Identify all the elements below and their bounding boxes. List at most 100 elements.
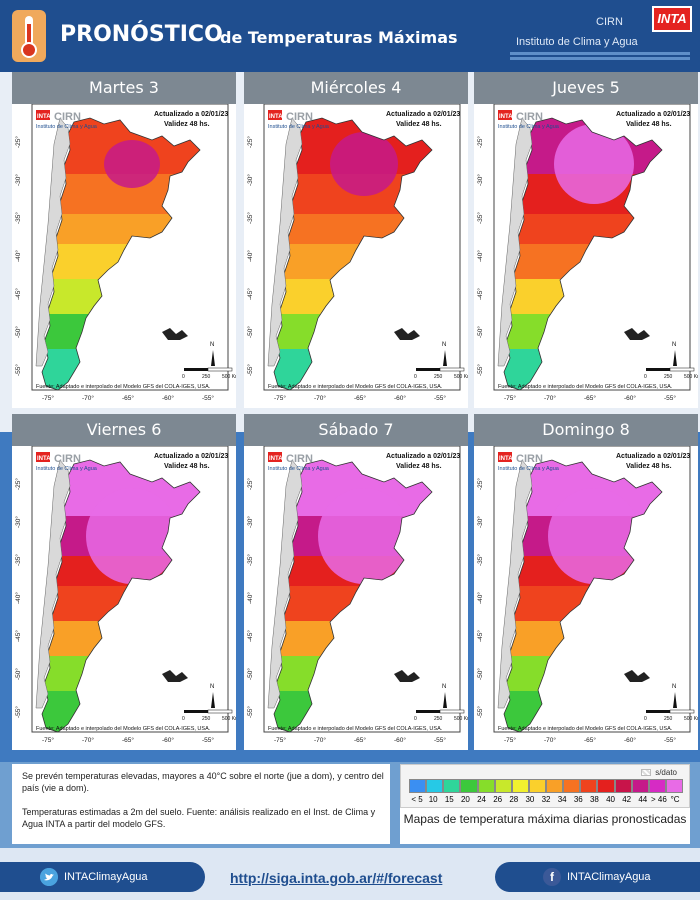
heat-core [548,488,640,584]
lat-tick-label: -50° [246,326,254,338]
lat-tick-label: -50° [14,326,22,338]
scale-label: 250 [664,374,673,380]
panel-day-title: Sábado 7 [244,414,468,446]
legend-tick-label: 36 [573,795,583,804]
map-validity-text: Validez 48 hs. [396,463,442,470]
country-outline [503,117,663,391]
twitter-link[interactable]: INTAClimayAgua [0,862,205,892]
color-swatches [409,779,683,793]
lat-tick-label: -45° [476,630,484,642]
scale-bar [184,710,208,713]
lat-tick-label: -30° [476,516,484,528]
map-inta-logo [498,452,512,462]
facebook-link[interactable]: f INTAClimayAgua [495,862,700,892]
islands [624,328,650,340]
scale-bar [184,368,208,371]
map-source-text: Fuente: Adaptado e interpolado del Model… [268,384,443,390]
legend: s/dato < 5 10 15 20 24 26 28 30 32 34 36 38 40 42 44 > … [400,764,690,844]
scale-bar [439,709,465,714]
panel-day-title: Domingo 8 [474,414,698,446]
panel-day-title: Jueves 5 [474,72,698,104]
map-cirn-text: CIRN [286,453,313,465]
lat-tick-label: -45° [14,288,22,300]
lat-tick-label: -35° [476,554,484,566]
scale-label: 500 Km [454,374,468,380]
legend-swatch [631,779,649,793]
legend-tick-label: 30 [525,795,535,804]
lat-tick-label: -50° [14,668,22,680]
lat-tick-label: -55° [14,364,22,376]
twitter-handle: INTAClimayAgua [64,871,148,883]
scale-label: 500 Km [684,716,698,722]
scale-bar [207,367,233,372]
map-validity-text: Validez 48 hs. [396,121,442,128]
scale-label: 0 [182,716,185,722]
map-institute-text: Instituto de Clima y Agua [498,124,560,130]
legend-swatch [580,779,598,793]
country-outline [41,459,201,733]
lat-tick-label: -35° [246,212,254,224]
cirn-label: CIRN [596,16,623,28]
map-cirn-text: CIRN [54,111,81,123]
title-sub: de Temperaturas Máximas [220,28,458,47]
map-updated-text: Actualizado a 02/01/23 [386,453,460,460]
legend-swatch [511,779,529,793]
lon-tick-label: -75° [42,394,54,402]
forecast-url-link[interactable]: http://siga.inta.gob.ar/#/forecast [230,870,443,886]
neighbor-country [497,117,533,367]
legend-tick-label: 40 [606,795,616,804]
map-inta-logo [268,452,282,462]
lat-tick-label: -25° [476,136,484,148]
scale-label: 250 [664,716,673,722]
map-cirn-text: CIRN [286,111,313,123]
scale-bar [669,709,695,714]
country-outline [503,459,663,733]
legend-tick-label: 42 [622,795,632,804]
scale-label: 500 Km [454,716,468,722]
lat-tick-label: -25° [14,478,22,490]
forecast-panel: Domingo 8 INTA CIRN Instituto de Clima y Ag… [474,414,698,750]
lon-tick-label: -60° [162,736,174,744]
temperature-map: INTA CIRN Instituto de Clima y Agua Actuali… [12,104,236,408]
scale-label: 250 [434,716,443,722]
country-outline [41,117,201,391]
neighbor-country [35,117,71,367]
scale-label: 500 Km [684,374,698,380]
legend-swatch [614,779,632,793]
lat-tick-label: -40° [476,592,484,604]
map-source-text: Fuente: Adaptado e interpolado del Model… [36,384,211,390]
description-text: Se prevén temperaturas elevadas, mayores… [22,771,384,793]
lon-tick-label: -70° [314,736,326,744]
lat-tick-label: -45° [246,288,254,300]
neighbor-country [35,459,71,709]
scale-label: 0 [182,374,185,380]
islands [162,328,188,340]
legend-swatch [665,779,683,793]
legend-caption: Mapas de temperatura máxima diarias pron… [403,812,687,826]
lon-tick-label: -55° [434,394,446,402]
lat-tick-label: -45° [14,630,22,642]
lon-tick-label: -55° [202,394,214,402]
legend-tick-label: > 46 [651,795,667,804]
legend-tick-label: < 5 [411,795,423,804]
map-validity-text: Validez 48 hs. [164,121,210,128]
islands [162,670,188,682]
lat-tick-label: -50° [476,668,484,680]
lat-tick-label: -55° [476,706,484,718]
heat-core [318,488,410,584]
north-arrow-label: N [210,684,214,690]
map-institute-text: Instituto de Clima y Agua [498,466,560,472]
scale-label: 250 [202,374,211,380]
lon-tick-label: -55° [202,736,214,744]
map-updated-text: Actualizado a 02/01/23 [386,111,460,118]
neighbor-country [267,459,303,709]
lat-tick-label: -35° [246,554,254,566]
map-validity-text: Validez 48 hs. [626,463,672,470]
north-arrow-icon [443,692,447,708]
scale-label: 500 Km [222,716,236,722]
scale-bar [416,710,440,713]
lat-tick-label: -30° [476,174,484,186]
legend-tick-label: 26 [493,795,503,804]
lat-tick-label: -55° [476,364,484,376]
